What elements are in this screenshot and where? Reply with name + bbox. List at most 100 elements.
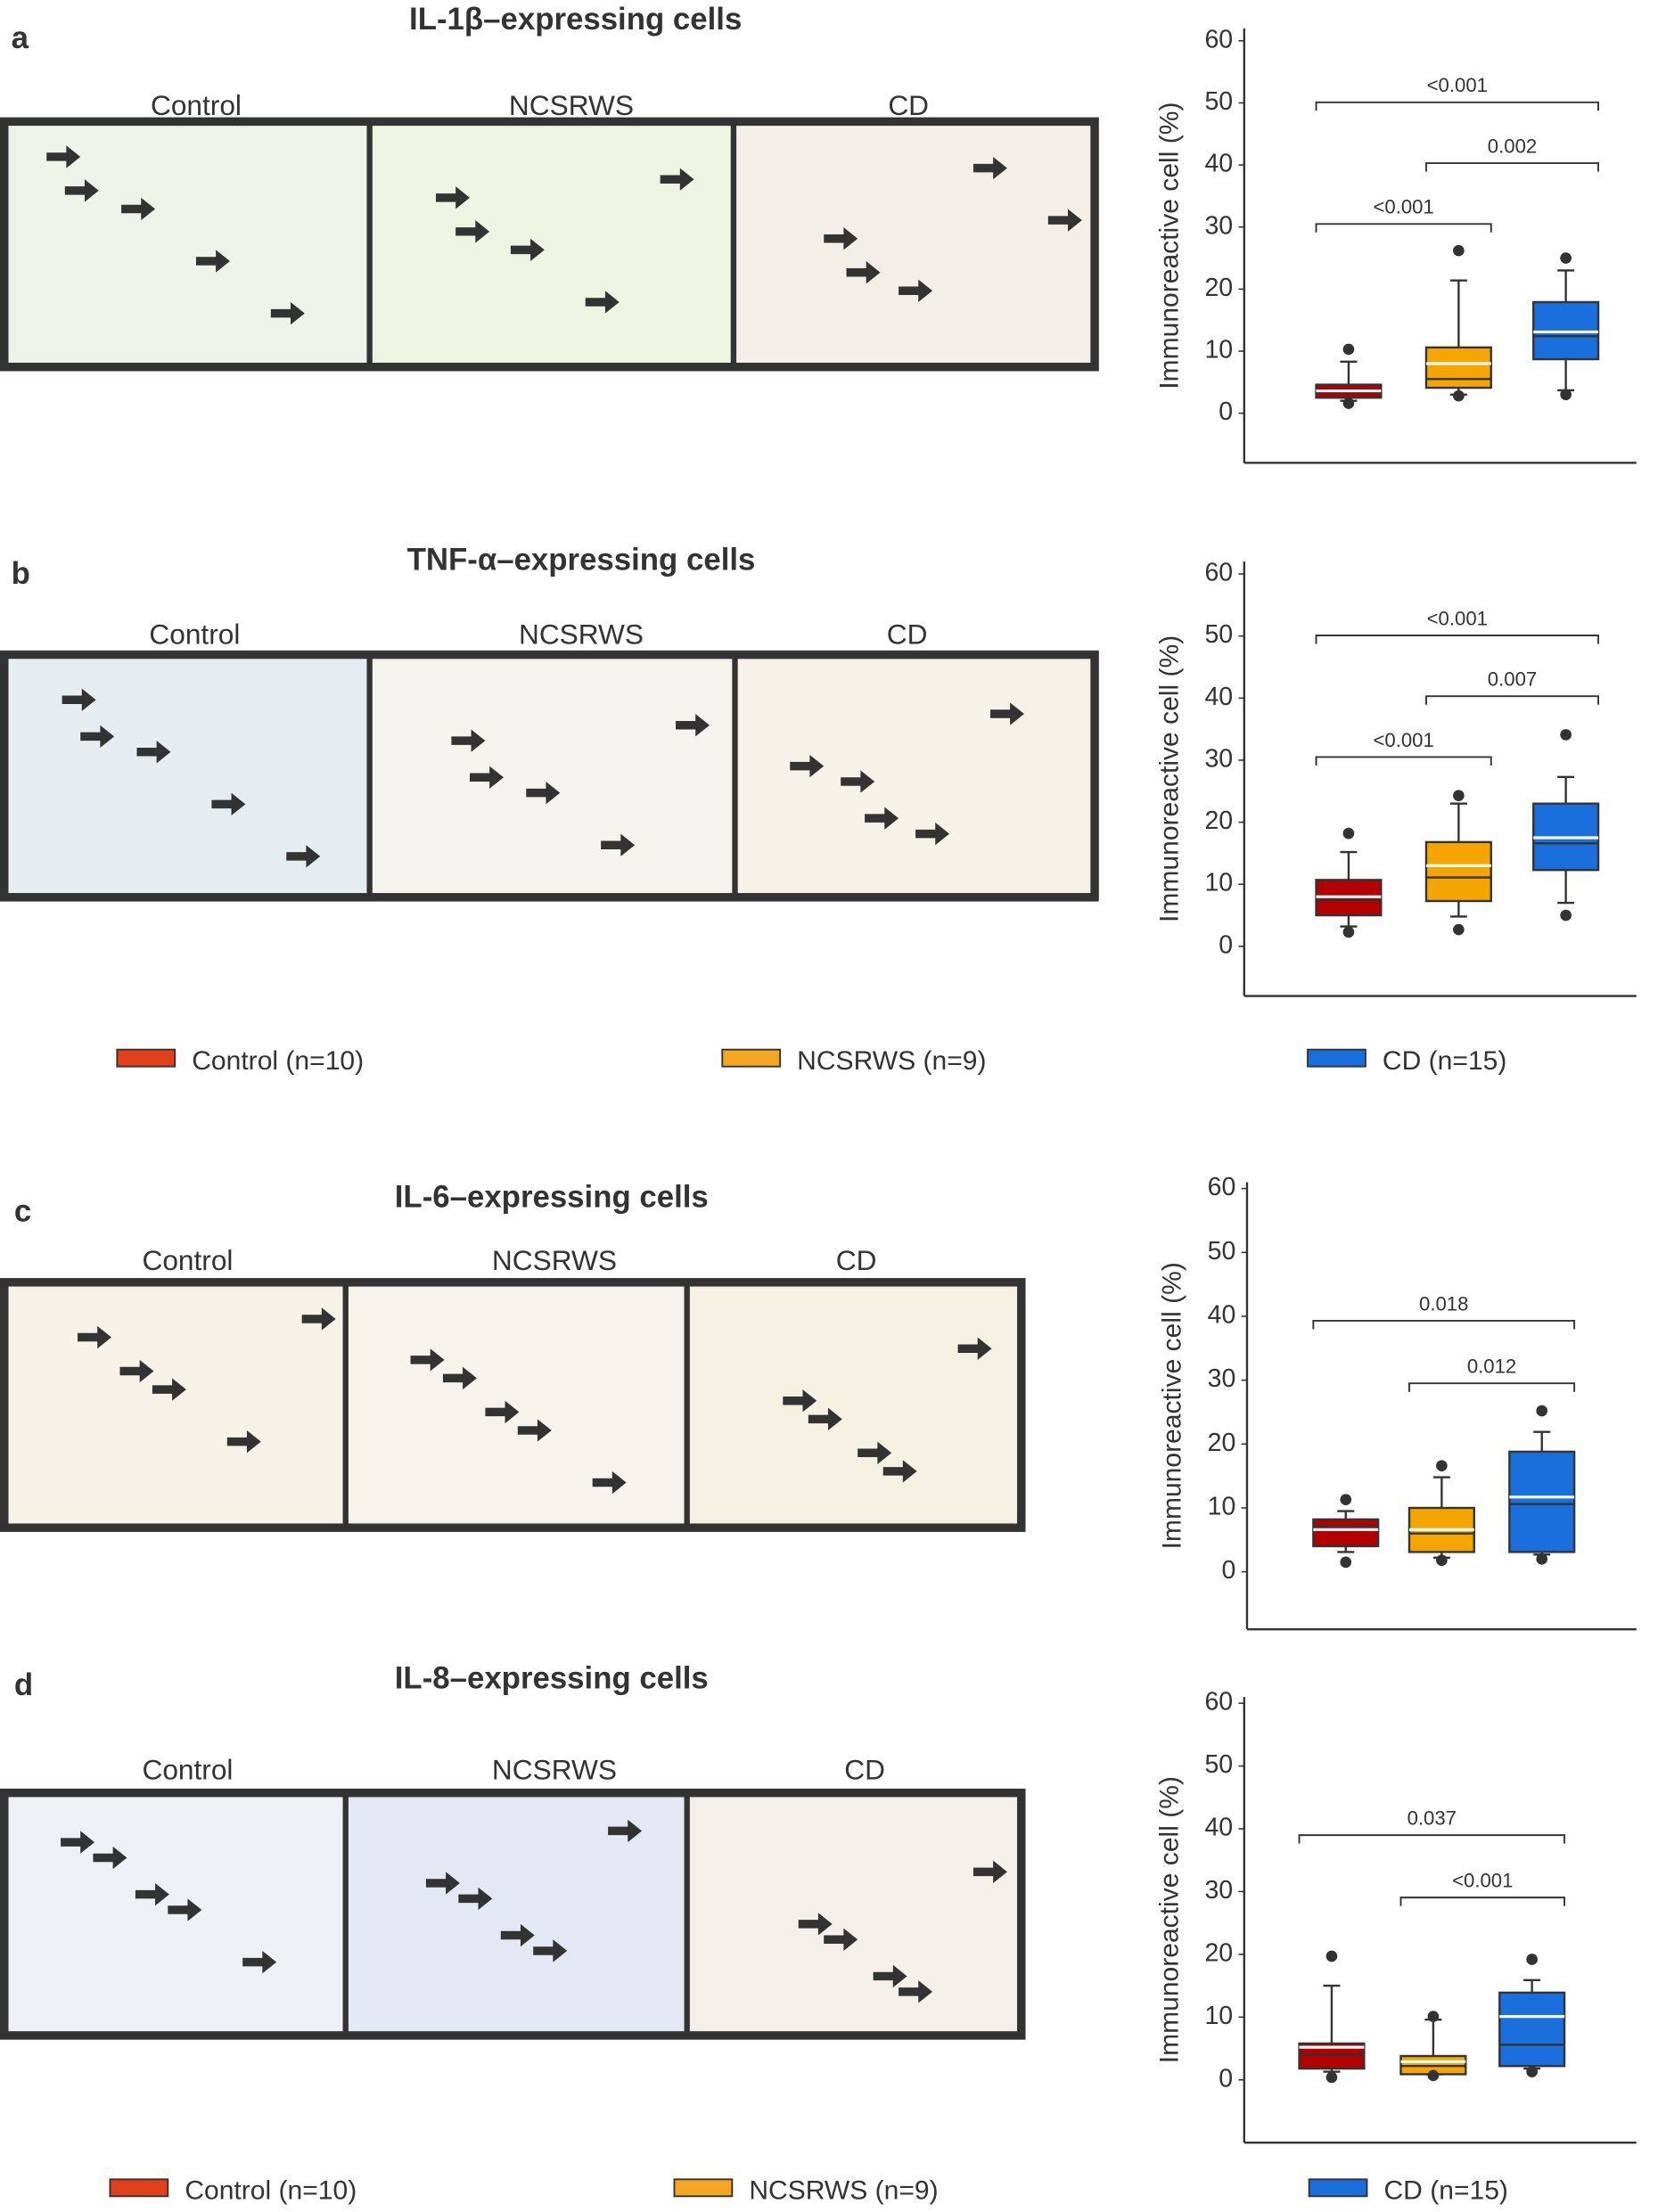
y-tick-label: 40	[1208, 1300, 1236, 1329]
y-tick-label: 30	[1204, 744, 1233, 773]
outlier	[1340, 1494, 1352, 1505]
arrow	[500, 1923, 535, 1947]
outlier	[1342, 343, 1355, 356]
outlier	[1436, 1554, 1448, 1567]
arrow	[592, 1471, 627, 1495]
legend-swatch	[721, 1048, 782, 1068]
y-tick-label: 30	[1204, 1876, 1233, 1905]
arrow	[152, 1378, 186, 1401]
p-value: <0.001	[1452, 1870, 1513, 1892]
significance-bracket	[1315, 101, 1599, 111]
y-tick-label: 60	[1204, 559, 1233, 587]
image-label: CD	[888, 89, 929, 121]
arrow	[80, 725, 115, 749]
legend-label: NCSRWS (n=9)	[797, 1046, 986, 1076]
arrow	[469, 766, 504, 789]
significance-bracket	[1425, 162, 1599, 172]
arrow	[973, 156, 1007, 180]
significance-bracket	[1312, 1320, 1576, 1330]
y-tick-label: 50	[1204, 1750, 1233, 1779]
y-tick-label: 20	[1204, 807, 1233, 835]
outlier	[1536, 1552, 1548, 1565]
significance-bracket	[1315, 756, 1492, 766]
p-value: 0.012	[1467, 1356, 1516, 1378]
arrow	[899, 1980, 933, 2003]
outlier	[1342, 397, 1355, 409]
y-tick-label: 10	[1204, 336, 1233, 365]
image-label: Control	[142, 1753, 233, 1785]
micrograph	[733, 121, 1096, 367]
legend-label: Control (n=10)	[185, 2176, 357, 2206]
arrow	[783, 1389, 817, 1413]
arrow	[585, 291, 620, 314]
arrow	[533, 1939, 568, 1962]
significance-bracket	[1399, 1897, 1566, 1906]
panel-letter: d	[14, 1667, 33, 1702]
arrow	[270, 301, 305, 325]
arrow	[808, 1407, 842, 1430]
panel-letter: b	[12, 556, 30, 591]
outlier	[1560, 909, 1572, 922]
micrograph	[4, 654, 370, 897]
y-tick-label: 20	[1208, 1429, 1236, 1457]
box	[1424, 840, 1492, 903]
p-value: 0.002	[1488, 135, 1537, 157]
arrow	[858, 1441, 892, 1464]
image-label: NCSRWS	[509, 89, 634, 121]
outlier	[1436, 1460, 1448, 1471]
arrow	[135, 1882, 169, 1906]
y-tick-label: 30	[1204, 211, 1233, 240]
arrow	[451, 729, 486, 752]
box	[1312, 1518, 1380, 1548]
y-axis-label: Immunoreactive cell (%)	[1154, 1776, 1184, 2063]
micrograph	[686, 1282, 1022, 1528]
arrow	[62, 688, 96, 711]
box	[1508, 1450, 1576, 1553]
micrograph	[369, 654, 735, 897]
significance-bracket	[1315, 635, 1599, 644]
arrow	[973, 1860, 1007, 1883]
arrow	[517, 1419, 552, 1442]
arrow	[676, 714, 710, 737]
y-tick-label: 0	[1219, 930, 1233, 959]
arrow	[798, 1913, 833, 1936]
significance-bracket	[1298, 1834, 1566, 1844]
arrow	[608, 1819, 643, 1843]
legend-label: CD (n=15)	[1383, 1046, 1506, 1076]
micrograph	[4, 121, 370, 367]
image-label: Control	[149, 618, 240, 650]
box	[1498, 1991, 1566, 2068]
significance-bracket	[1425, 695, 1599, 705]
p-value: <0.001	[1373, 729, 1433, 751]
arrow	[64, 179, 99, 202]
y-tick-label: 30	[1208, 1364, 1236, 1393]
outlier	[1453, 244, 1465, 257]
arrow	[436, 186, 470, 209]
outlier	[1560, 252, 1572, 264]
arrow	[168, 1898, 202, 1921]
image-label: CD	[887, 618, 928, 650]
arrow	[242, 1950, 277, 1974]
frame	[0, 1788, 1026, 2040]
arrow	[93, 1846, 127, 1870]
p-value: 0.037	[1407, 1807, 1457, 1830]
arrow	[899, 279, 933, 302]
p-value: <0.001	[1427, 607, 1488, 629]
y-tick-label: 50	[1204, 87, 1233, 116]
p-value: 0.007	[1488, 668, 1537, 691]
y-tick-label: 60	[1204, 1688, 1233, 1716]
micrograph	[686, 1792, 1022, 2036]
y-tick-label: 10	[1208, 1492, 1236, 1520]
arrow	[226, 1430, 261, 1454]
panel-letter: c	[14, 1193, 31, 1228]
outlier	[1526, 1954, 1538, 1965]
legend-swatch	[1307, 1048, 1366, 1068]
arrow	[846, 261, 881, 284]
legend-swatch	[116, 1048, 176, 1068]
legend-label: CD (n=15)	[1383, 2176, 1507, 2206]
image-label: NCSRWS	[519, 618, 644, 650]
outlier	[1560, 389, 1572, 401]
y-tick-label: 40	[1204, 150, 1233, 178]
y-tick-label: 0	[1219, 397, 1233, 426]
